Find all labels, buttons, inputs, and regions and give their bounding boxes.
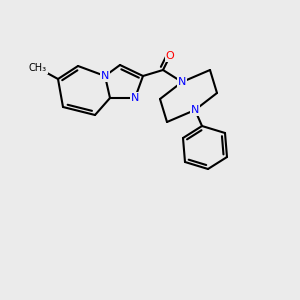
Text: N: N (131, 93, 139, 103)
Text: N: N (101, 71, 109, 81)
Text: N: N (178, 77, 186, 87)
Text: O: O (166, 51, 174, 61)
Text: N: N (191, 105, 199, 115)
Text: CH₃: CH₃ (29, 63, 47, 73)
